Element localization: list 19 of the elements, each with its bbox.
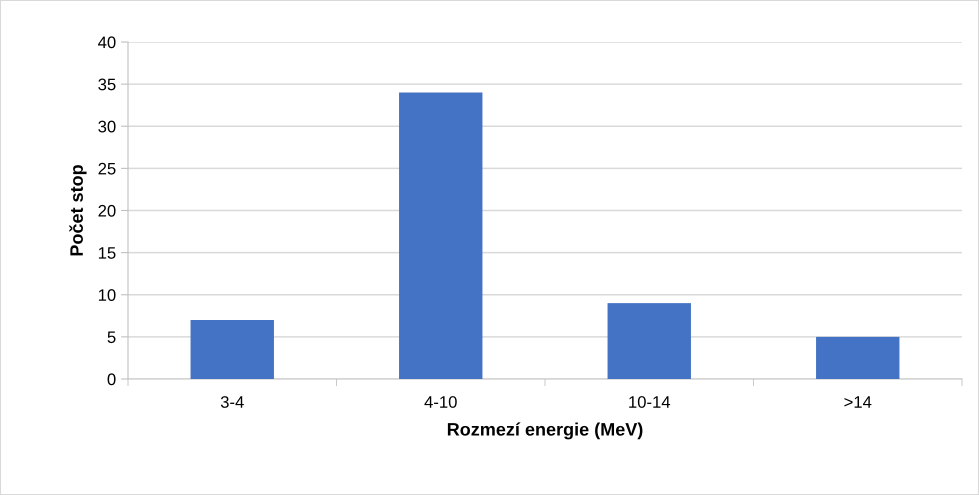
y-tick-label: 10 [98,289,116,301]
y-tick-label: 35 [98,78,116,90]
y-axis-title: Počet stop [69,165,87,256]
y-tick-label: 40 [98,36,116,48]
y-tick-label: 0 [108,373,116,386]
y-tick-label: 30 [98,120,116,132]
x-tick-label: 3-4 [220,396,244,408]
bar [816,336,900,379]
x-tick-label: >14 [844,396,872,408]
x-tick-label: 10-14 [629,396,670,408]
y-tick-label: 15 [98,247,116,259]
y-tick-label: 25 [98,162,116,175]
bar [608,303,691,379]
x-axis-title: Rozmezí energie (MeV) [448,422,642,440]
bar [399,92,482,379]
y-tick-label: 20 [98,204,116,217]
x-tick-label: 4-10 [424,396,457,408]
bar [190,320,274,379]
y-tick-label: 5 [108,331,116,344]
